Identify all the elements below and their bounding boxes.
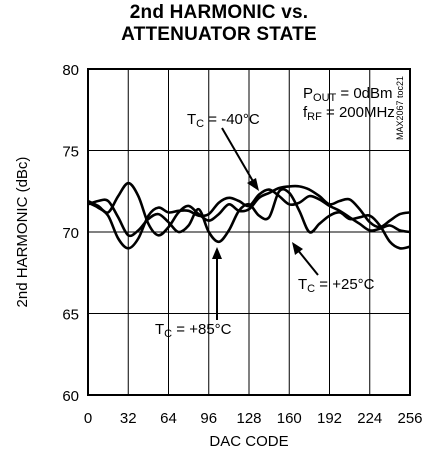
series-line-tc-plus-85 (87, 187, 411, 250)
chart-title-line-1: 2nd HARMONIC vs. (129, 2, 309, 23)
x-tick-label: 32 (120, 410, 137, 427)
arrowhead-tc-plus-85 (212, 247, 222, 259)
test-conditions: POUT = 0dBm fRF = 200MHz (303, 85, 395, 123)
y-tick-label: 60 (62, 388, 79, 405)
grid (88, 69, 410, 395)
label-tc-plus-85: TC = +85°C (155, 321, 232, 340)
label-tc-minus-40: TC = -40°C (187, 111, 260, 130)
y-tick-labels: 60 65 70 75 80 (62, 62, 79, 405)
chart-title-line-2: ATTENUATOR STATE (121, 24, 317, 45)
arrow-tc-plus-25 (296, 248, 319, 276)
x-tick-label: 96 (200, 410, 217, 427)
x-axis-title: DAC CODE (209, 433, 288, 450)
plot-frame (87, 68, 411, 396)
condition-frf: fRF = 200MHz (303, 104, 395, 123)
x-tick-label: 0 (84, 410, 92, 427)
y-tick-label: 80 (62, 62, 79, 79)
series-line-tc-minus-40 (87, 188, 411, 250)
series-line-tc-plus-25 (87, 181, 411, 237)
series-annotations: TC = -40°C TC = +25°C TC = +85°C (155, 111, 375, 340)
x-tick-label: 128 (236, 410, 261, 427)
y-tick-label: 70 (62, 225, 79, 242)
x-tick-labels: 0 32 64 96 128 160 192 224 256 (84, 410, 423, 427)
x-tick-label: 64 (160, 410, 177, 427)
y-tick-label: 75 (62, 144, 79, 161)
figure-code: MAX2067 toc21 (395, 76, 405, 140)
y-tick-label: 65 (62, 307, 79, 324)
x-tick-label: 160 (277, 410, 302, 427)
x-tick-label: 192 (317, 410, 342, 427)
series-layer (87, 181, 411, 250)
condition-pout: POUT = 0dBm (303, 85, 393, 104)
arrowhead-tc-plus-25 (292, 242, 303, 255)
chart-title: 2nd HARMONIC vs. ATTENUATOR STATE (0, 2, 438, 46)
x-tick-label: 256 (397, 410, 422, 427)
y-axis-title: 2nd HARMONIC (dBc) (14, 157, 31, 308)
arrowhead-tc-minus-40 (247, 178, 259, 191)
arrow-tc-minus-40 (221, 127, 255, 184)
label-tc-plus-25: TC = +25°C (298, 276, 375, 295)
x-tick-label: 224 (357, 410, 382, 427)
